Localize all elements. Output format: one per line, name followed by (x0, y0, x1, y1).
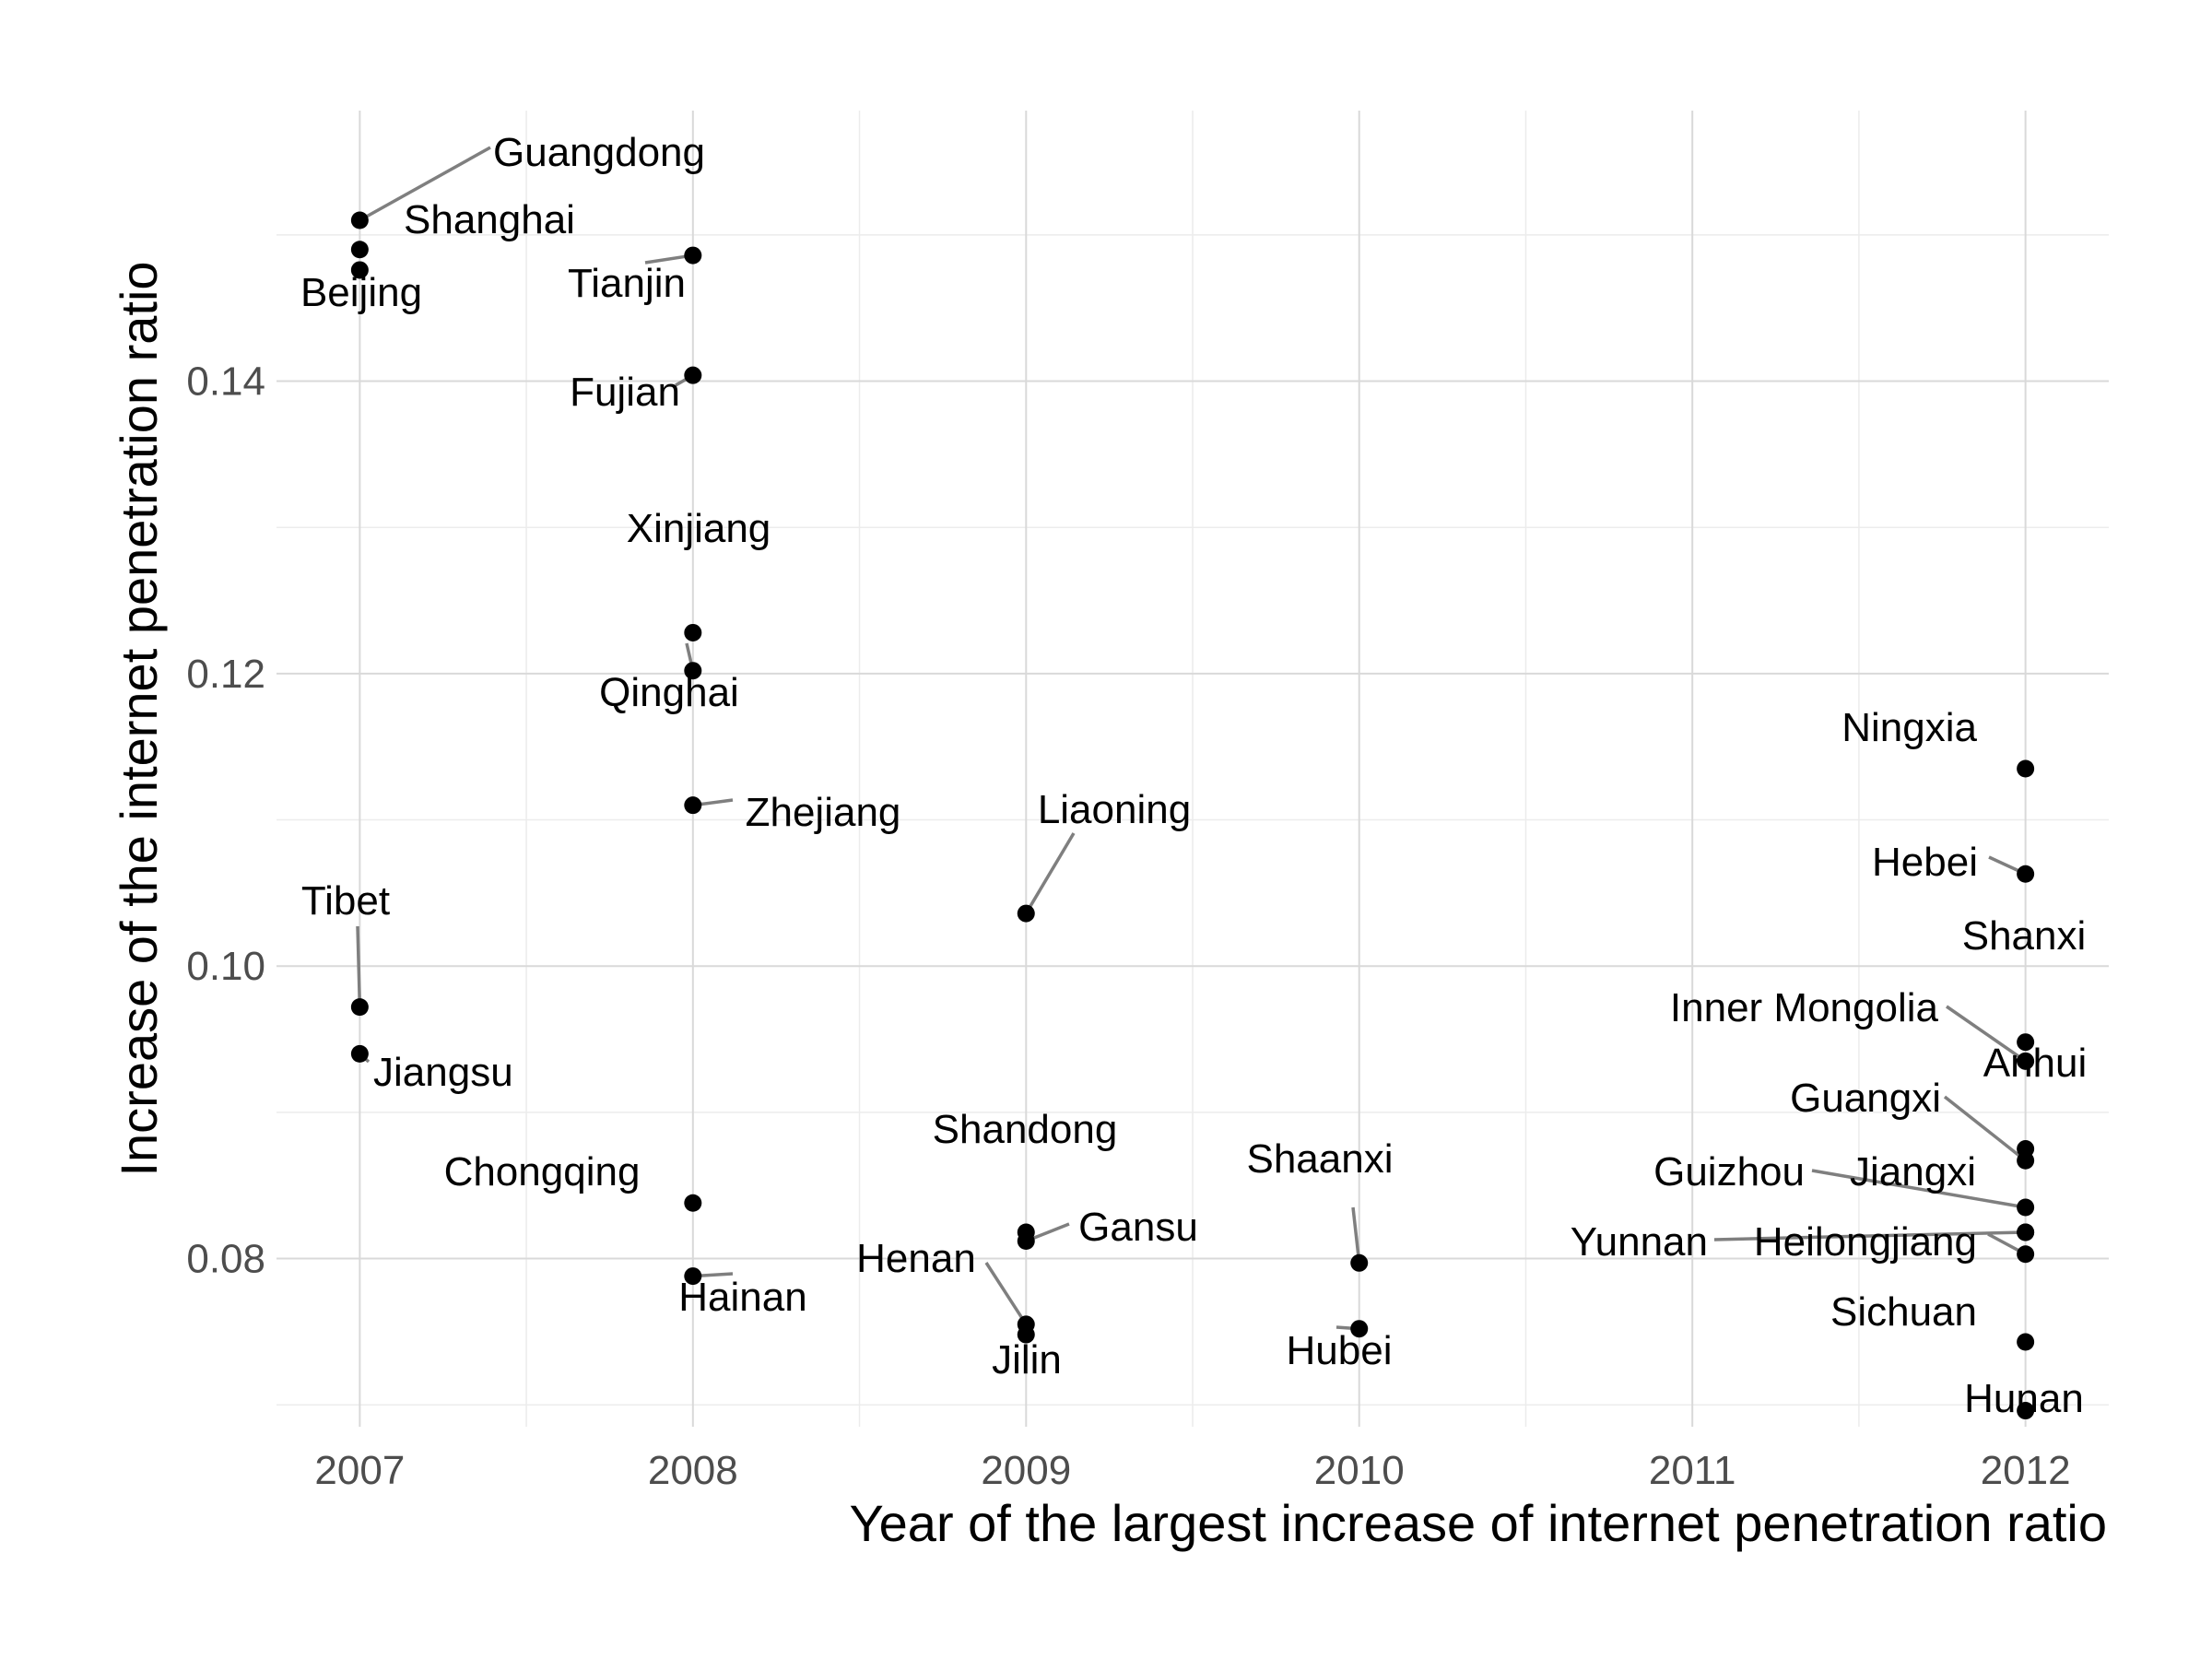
data-point (684, 366, 702, 384)
y-tick-label: 0.14 (186, 359, 265, 405)
x-tick-label: 2009 (981, 1448, 1071, 1493)
y-axis-title: Increase of the internet penetration rat… (110, 261, 168, 1176)
label-leader-line (1351, 1206, 1361, 1264)
data-point (1017, 1231, 1035, 1250)
x-tick-label: 2012 (1981, 1448, 2071, 1493)
point-label: Shanxi (1962, 913, 2087, 959)
point-label: Liaoning (1038, 787, 1191, 832)
data-point (684, 796, 702, 815)
point-label: Tianjin (568, 261, 686, 306)
point-label: Ningxia (1841, 705, 1977, 750)
point-label: Jiangsu (373, 1050, 513, 1095)
label-leader-line (356, 925, 362, 1007)
data-point (350, 1044, 369, 1063)
label-leader-line (359, 146, 491, 222)
gridlines (276, 111, 2109, 1427)
point-label: Tibet (301, 878, 390, 924)
point-labels: Guangdong Shanghai Beijing Tibet Jiangsu Tian… (300, 130, 2087, 1421)
data-point (2017, 1402, 2035, 1420)
data-point (1350, 1320, 1369, 1338)
y-tick-label: 0.12 (186, 652, 265, 697)
label-leader-line (1811, 1169, 2026, 1209)
x-axis-title: Year of the largest increase of internet… (849, 1494, 2107, 1552)
data-point (2017, 1033, 2035, 1052)
y-axis-ticks: 0.08 0.10 0.12 0.14 (186, 359, 265, 1282)
point-label: Xinjiang (627, 506, 771, 551)
data-point (2017, 1333, 2035, 1351)
data-point (684, 662, 702, 680)
data-point (684, 1194, 702, 1212)
point-label: Yunnan (1571, 1219, 1708, 1265)
x-tick-label: 2011 (1649, 1448, 1736, 1493)
data-point (684, 623, 702, 641)
data-point (350, 211, 369, 229)
y-tick-label: 0.10 (186, 944, 265, 989)
point-label: Anhui (1983, 1041, 2088, 1086)
point-label: Sichuan (1830, 1289, 1977, 1335)
data-point (2017, 1151, 2035, 1170)
point-label: Chongqing (444, 1149, 641, 1194)
data-point (350, 241, 369, 259)
label-leader-line (1024, 832, 1076, 914)
y-tick-label: 0.08 (186, 1237, 265, 1282)
point-label: Guangdong (493, 130, 705, 175)
data-point (1350, 1253, 1369, 1272)
point-label: Hubei (1287, 1328, 1393, 1373)
data-point (2017, 865, 2035, 883)
point-label: Shanghai (404, 197, 575, 242)
data-point (684, 1267, 702, 1286)
label-leader-line (984, 1262, 1028, 1325)
point-label: Henan (856, 1236, 976, 1281)
point-label: Fujian (570, 370, 680, 415)
point-label: Hunan (1964, 1376, 2084, 1421)
label-leader-line (1713, 1230, 2026, 1241)
data-point (1017, 904, 1035, 923)
x-tick-label: 2007 (314, 1448, 405, 1493)
point-label: Beijing (300, 270, 422, 315)
point-label: Inner Mongolia (1670, 985, 1939, 1030)
data-point (2017, 1223, 2035, 1241)
label-leader-lines (356, 146, 2027, 1331)
point-label: Jilin (992, 1337, 1062, 1382)
data-point (2017, 1052, 2035, 1070)
data-point (350, 261, 369, 279)
data-point (350, 998, 369, 1017)
point-label: Guangxi (1790, 1076, 1941, 1121)
x-axis-ticks: 2007 2008 2009 2010 2011 2012 (314, 1448, 2070, 1493)
point-label: Zhejiang (746, 790, 901, 835)
data-point (1017, 1325, 1035, 1344)
x-tick-label: 2010 (1314, 1448, 1405, 1493)
point-label: Gansu (1078, 1205, 1198, 1250)
label-leader-line (1943, 1095, 2027, 1162)
data-point (2017, 759, 2035, 778)
point-label: Shandong (933, 1107, 1118, 1152)
data-point (2017, 1198, 2035, 1217)
point-label: Hainan (678, 1275, 806, 1320)
x-tick-label: 2008 (648, 1448, 738, 1493)
point-label: Shaanxi (1246, 1136, 1393, 1182)
point-label: Qinghai (599, 670, 739, 715)
point-label: Hebei (1872, 840, 1978, 885)
data-point (684, 246, 702, 265)
point-label: Jiangxi (1850, 1149, 1976, 1194)
data-point (2017, 1245, 2035, 1264)
data-points (350, 211, 2035, 1420)
point-label: Guizhou (1653, 1149, 1805, 1194)
label-leader-line (1946, 1005, 2027, 1063)
point-label: Heilongjiang (1754, 1219, 1977, 1265)
